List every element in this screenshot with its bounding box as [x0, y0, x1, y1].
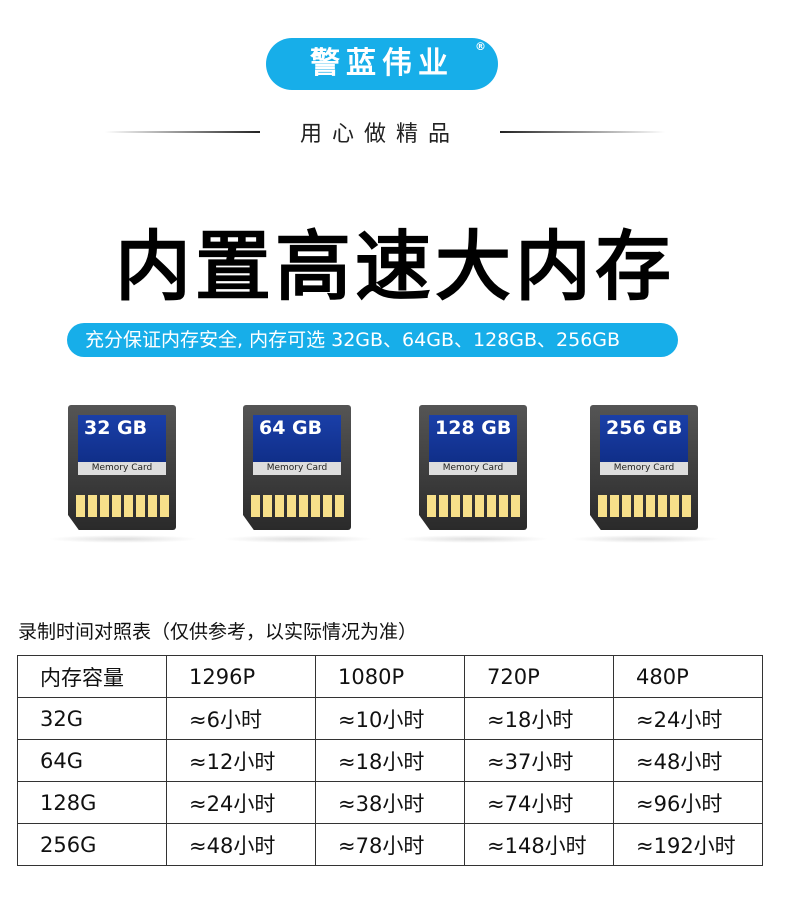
table-cell: ≈78小时	[315, 823, 465, 866]
table-cell: ≈10小时	[315, 697, 465, 740]
divider-left	[105, 131, 260, 133]
memory-card-image: 128 GB Memory Card	[419, 405, 527, 530]
card-capacity: 256 GB	[606, 417, 683, 439]
table-cell: ≈24小时	[166, 781, 316, 824]
table-cell: 128G	[17, 781, 167, 824]
card-capacity: 64 GB	[259, 417, 323, 439]
header-cell: 内存容量	[17, 655, 167, 698]
card-capacity: 128 GB	[435, 417, 512, 439]
table-cell: ≈38小时	[315, 781, 465, 824]
table-cell: ≈6小时	[166, 697, 316, 740]
table-cell: ≈48小时	[166, 823, 316, 866]
table-row: 64G ≈12小时 ≈18小时 ≈37小时 ≈48小时	[17, 739, 763, 782]
table-cell: ≈192小时	[613, 823, 763, 866]
table-row: 32G ≈6小时 ≈10小时 ≈18小时 ≈24小时	[17, 697, 763, 740]
header-cell: 1296P	[166, 655, 316, 698]
brand-name: 警蓝伟业	[310, 46, 454, 81]
table-title: 录制时间对照表（仅供参考，以实际情况为准）	[18, 621, 418, 643]
registered-mark: ®	[475, 40, 486, 53]
table-header-row: 内存容量 1296P 1080P 720P 480P	[17, 655, 763, 698]
table-cell: 64G	[17, 739, 167, 782]
header-cell: 720P	[464, 655, 614, 698]
capacity-banner: 充分保证内存安全, 内存可选 32GB、64GB、128GB、256GB	[67, 323, 678, 357]
card-label: Memory Card	[78, 462, 166, 475]
card-capacity: 32 GB	[84, 417, 148, 439]
card-shadow	[570, 535, 720, 543]
table-cell: ≈148小时	[464, 823, 614, 866]
table-cell: ≈18小时	[315, 739, 465, 782]
card-shadow	[48, 535, 198, 543]
table-cell: ≈18小时	[464, 697, 614, 740]
header-cell: 480P	[613, 655, 763, 698]
divider-right	[500, 131, 665, 133]
table-cell: ≈37小时	[464, 739, 614, 782]
card-label: Memory Card	[253, 462, 341, 475]
headline: 内置高速大内存	[115, 222, 675, 311]
table-cell: ≈24小时	[613, 697, 763, 740]
table-cell: 256G	[17, 823, 167, 866]
table-cell: ≈12小时	[166, 739, 316, 782]
brand-logo: 警蓝伟业 ®	[266, 38, 498, 90]
recording-time-table: 内存容量 1296P 1080P 720P 480P 32G ≈6小时 ≈10小时 ≈18小时 ≈…	[17, 655, 763, 866]
memory-card-image: 32 GB Memory Card	[68, 405, 176, 530]
header-cell: 1080P	[315, 655, 465, 698]
memory-card-image: 256 GB Memory Card	[590, 405, 698, 530]
table-row: 256G ≈48小时 ≈78小时 ≈148小时 ≈192小时	[17, 823, 763, 866]
table-cell: ≈96小时	[613, 781, 763, 824]
table-cell: 32G	[17, 697, 167, 740]
card-shadow	[399, 535, 549, 543]
card-label: Memory Card	[429, 462, 517, 475]
card-shadow	[223, 535, 373, 543]
table-cell: ≈74小时	[464, 781, 614, 824]
slogan: 用心做精品	[299, 122, 460, 147]
memory-card-image: 64 GB Memory Card	[243, 405, 351, 530]
table-row: 128G ≈24小时 ≈38小时 ≈74小时 ≈96小时	[17, 781, 763, 824]
card-label: Memory Card	[600, 462, 688, 475]
table-cell: ≈48小时	[613, 739, 763, 782]
